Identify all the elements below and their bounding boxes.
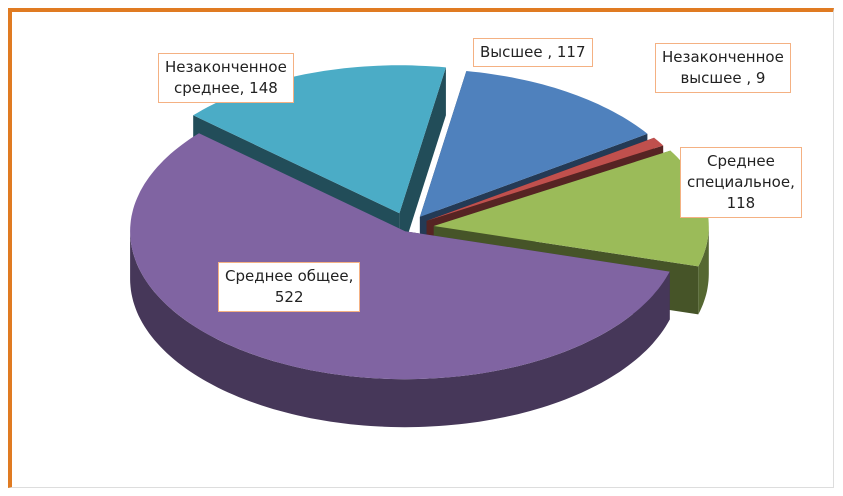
data-label: Незаконченное высшее , 9 — [655, 43, 791, 93]
slice-wall — [130, 231, 670, 428]
data-label: Среднее специальное, 118 — [680, 147, 802, 218]
data-label: Высшее , 117 — [473, 38, 593, 67]
slice — [130, 133, 670, 380]
slice — [426, 137, 664, 221]
slice — [433, 150, 709, 267]
slice-wall — [698, 226, 709, 315]
data-label: Незаконченное среднее, 148 — [158, 53, 294, 103]
slice-side — [399, 67, 446, 262]
slice — [419, 71, 648, 217]
data-label: Среднее общее, 522 — [218, 262, 361, 312]
frame — [8, 8, 834, 488]
